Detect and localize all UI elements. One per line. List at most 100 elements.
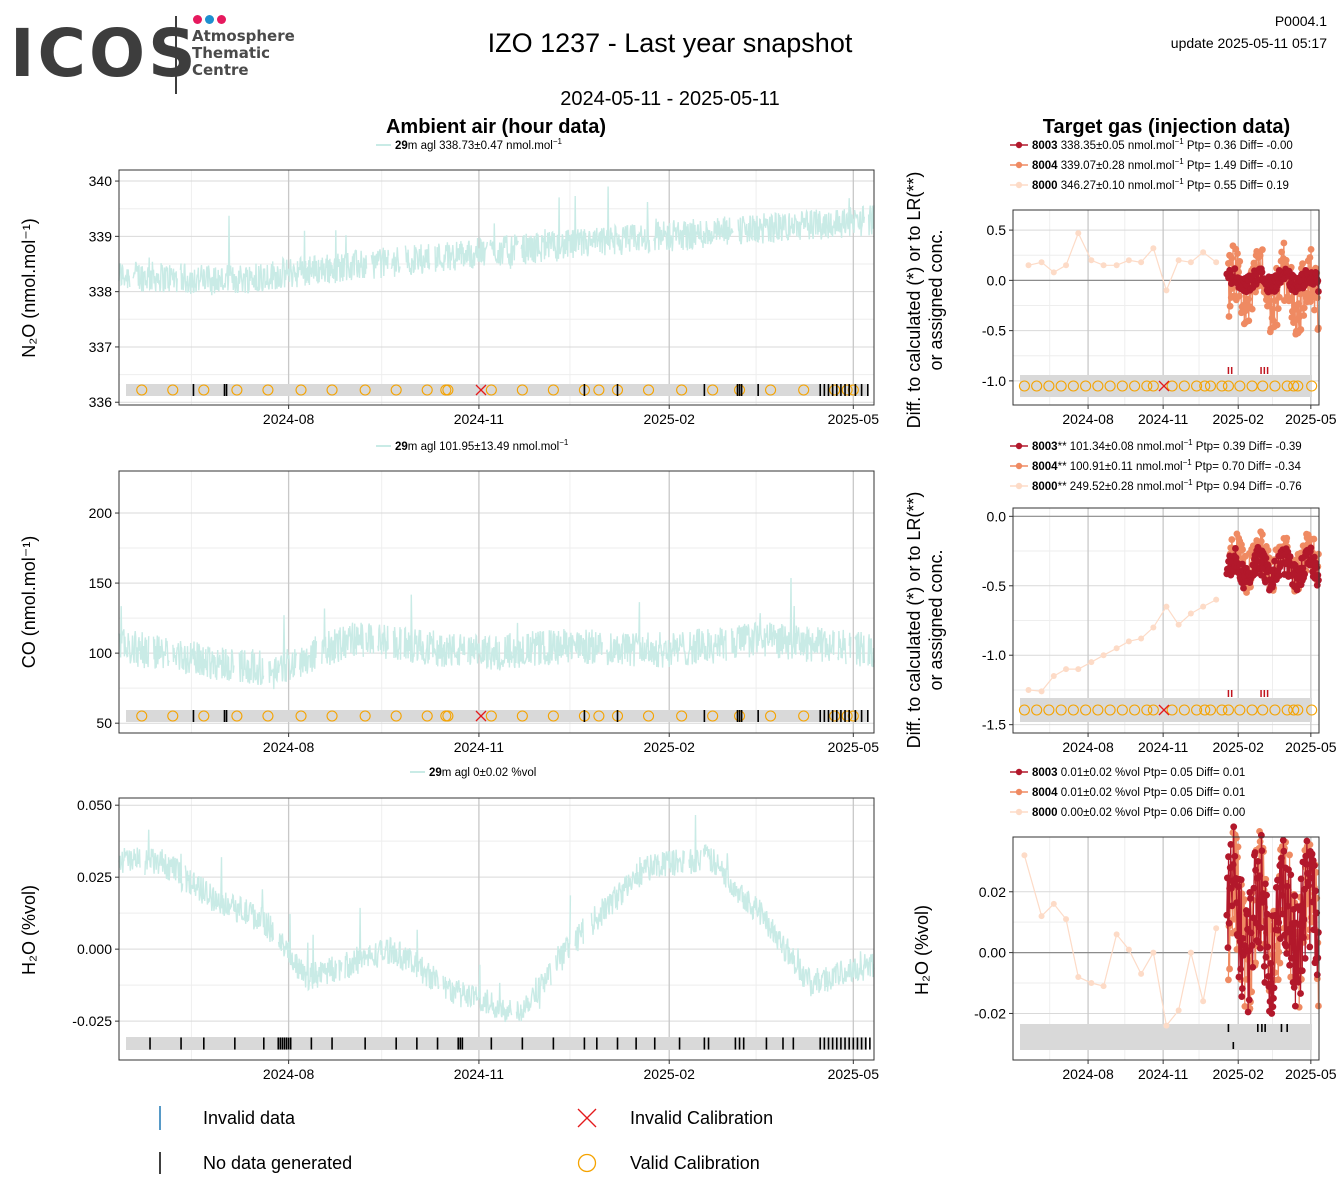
series-8003-point	[1225, 853, 1232, 861]
valid-calibration-marker	[1288, 380, 1300, 392]
chart-target-n2o: -1.0 -0.5 0.0 0.5 2024-08 2024-11 2025-02 2025-…	[904, 137, 1337, 428]
series-8000-point	[1175, 1007, 1182, 1014]
valid-calibration-marker	[847, 710, 859, 722]
series-8003-point	[1270, 984, 1278, 992]
valid-calibration-marker	[1116, 704, 1128, 716]
legend-point	[1015, 141, 1023, 149]
legend-no-data: No data generated	[203, 1153, 353, 1173]
legend-8000: 8000 346.27±0.10 nmol.mol−1 Ptp= 0.55 Di…	[1010, 177, 1289, 192]
legend-point	[1015, 768, 1023, 776]
legend-8000: 8000 0.00±0.02 %vol Ptp= 0.06 Diff= 0.00	[1010, 807, 1245, 819]
series-8003-point	[1283, 882, 1291, 890]
invalid-calibration-marker	[1158, 380, 1170, 392]
series-8003-point	[1251, 849, 1259, 856]
series-8003-point	[1312, 270, 1320, 278]
series-8000-point	[1100, 652, 1107, 659]
y-tick-label: 339	[89, 228, 113, 244]
valid-calibration-marker	[1129, 380, 1141, 392]
series-8003-point	[1234, 883, 1242, 891]
y-tick-label: 50	[96, 715, 112, 731]
invalid-calibration-marker	[1158, 704, 1170, 716]
series-8003-point	[1245, 947, 1253, 955]
valid-calibration-marker	[593, 384, 605, 396]
valid-calibration-marker	[1222, 380, 1234, 392]
series-8000-point	[1088, 257, 1095, 264]
series-8003	[1223, 265, 1322, 296]
valid-calibration-marker	[1281, 380, 1293, 392]
series-8003-point	[1297, 875, 1305, 883]
valid-calibration-marker	[1031, 704, 1043, 716]
series-8003-point	[1297, 990, 1304, 997]
series-8003-point	[1306, 943, 1314, 951]
series-8004-point	[1250, 259, 1258, 267]
series-8000-point	[1088, 659, 1095, 666]
legend-label: 29m agl 338.73±0.47 nmol.mol−1	[395, 137, 563, 152]
y-tick-label: 150	[89, 575, 113, 591]
series-8003-point	[1237, 965, 1245, 973]
valid-calibration-marker	[421, 710, 433, 722]
series-8003-point	[1300, 934, 1307, 941]
series-8003-point	[1286, 961, 1294, 969]
legend-symbols-left	[159, 1106, 161, 1174]
valid-calibration-marker	[1292, 704, 1304, 716]
series-8004-point	[1256, 838, 1264, 846]
series-8003-point	[1248, 942, 1256, 949]
series-8000-point	[1038, 913, 1045, 920]
series-8003-point	[1227, 841, 1235, 848]
series-8000-line	[1028, 231, 1217, 293]
series-8000-point	[1163, 1022, 1170, 1029]
series-8000-point	[1113, 931, 1120, 938]
update-timestamp: update 2025-05-11 05:17	[1170, 35, 1327, 51]
series-8000-point	[1088, 980, 1095, 987]
valid-calibration-marker	[642, 384, 655, 396]
series-8003-point	[1243, 911, 1251, 918]
series-8003-point	[1258, 847, 1266, 855]
series-8003-point	[1237, 876, 1245, 884]
valid-calibration-marker	[1269, 380, 1281, 392]
legend-label: 8003** 101.34±0.08 nmol.mol−1 Ptp= 0.39 …	[1032, 438, 1302, 453]
series-8003-point	[1303, 837, 1311, 845]
series-8000-point	[1150, 949, 1157, 956]
series-8004-point	[1280, 239, 1288, 247]
y-tick-label: -1.0	[982, 647, 1006, 663]
y-tick-label: 340	[89, 173, 113, 189]
series-8004-point	[1297, 326, 1305, 333]
series-8000-point	[1138, 635, 1145, 642]
chart-ambient-n2o: 336 337 338 339 340 2024-08 2024-11 2025-02 2025…	[19, 137, 879, 427]
series-8004-point	[1269, 305, 1276, 313]
valid-calibration-marker	[547, 384, 559, 396]
series-8003-point	[1315, 576, 1322, 584]
series-8003-point	[1262, 880, 1269, 888]
series-8004-point	[1275, 293, 1283, 301]
series-8003-point	[1312, 887, 1319, 895]
valid-calibration-marker	[1204, 704, 1217, 716]
series-8003-point	[1298, 902, 1306, 910]
target-gas-title: Target gas (injection data)	[1042, 116, 1291, 138]
x-tick-label: 2024-11	[454, 1066, 505, 1082]
valid-calibration-marker	[1281, 704, 1293, 716]
valid-calibration-marker	[485, 384, 497, 396]
valid-calibration-marker	[390, 710, 402, 722]
valid-calibration-marker	[765, 384, 777, 396]
series-8003-point	[1263, 891, 1270, 899]
legend-point	[1015, 482, 1023, 490]
y-tick-label: -0.02	[974, 1005, 1006, 1021]
valid-calibration-marker	[1234, 704, 1246, 716]
y-tick-label: 0.02	[979, 884, 1006, 900]
legend-label: 8000** 249.52±0.28 nmol.mol−1 Ptp= 0.94 …	[1032, 478, 1302, 493]
series-8000-point	[1138, 259, 1145, 266]
legend-label: 8004 0.01±0.02 %vol Ptp= 0.05 Diff= 0.01	[1032, 787, 1245, 799]
legend-valid-calibration: Valid Calibration	[630, 1153, 760, 1173]
y-tick-label: 0.0	[987, 272, 1007, 288]
y-tick-label: 100	[89, 645, 113, 661]
valid-calibration-symbol	[577, 1153, 597, 1173]
series-8003-point	[1225, 919, 1233, 927]
legend-point	[1015, 788, 1023, 796]
series-8000-point	[1200, 249, 1207, 256]
valid-calibration-marker	[1204, 380, 1217, 392]
series-8003-point	[1275, 876, 1283, 884]
series-8003-point	[1286, 925, 1294, 933]
x-tick-label: 2025-05	[828, 739, 880, 755]
series-8004-point	[1282, 256, 1290, 264]
